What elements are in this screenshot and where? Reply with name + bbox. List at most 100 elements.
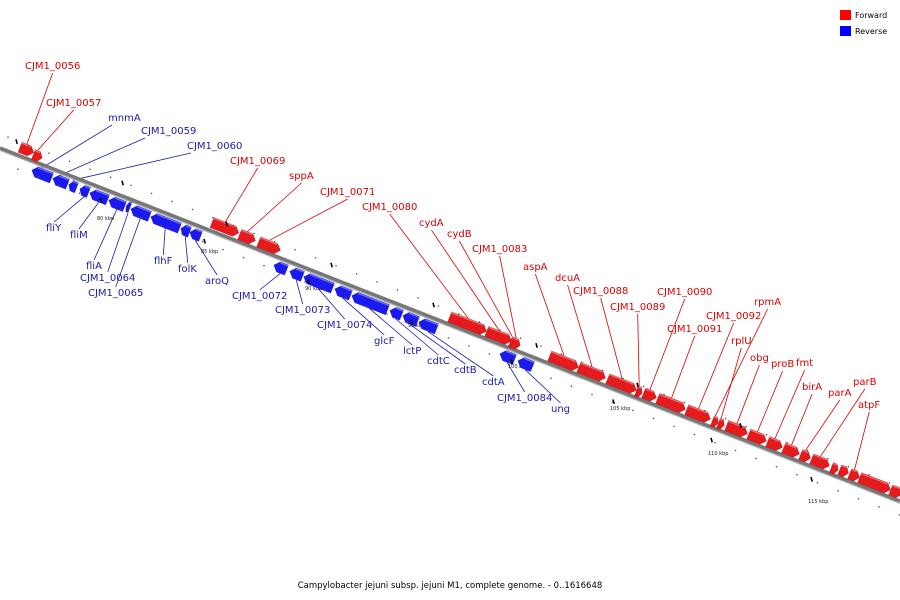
gene-arrow-CJM1_0059[interactable] (52, 174, 70, 190)
gene-arrow-mnmA[interactable] (31, 166, 54, 184)
gene-arrow-ung[interactable] (517, 357, 535, 372)
gene-arrow-CJM1_0057[interactable] (30, 149, 43, 163)
gene-arrow-CJM1_0065[interactable] (130, 205, 152, 222)
gene-arrow-obg[interactable] (724, 420, 748, 438)
gene-arrow-atpF-highlight (850, 468, 858, 473)
gene-arrow-dcuA[interactable] (576, 362, 606, 382)
gene-label-fliM[interactable]: fliM (70, 230, 88, 241)
gene-arrow-cydA[interactable] (484, 325, 512, 345)
gene-arrow-CJM1_0060[interactable] (68, 180, 79, 194)
gene-label-aspA[interactable]: aspA (523, 262, 548, 273)
gene-arrow-birA[interactable] (781, 442, 800, 458)
gene-label-CJM1_0072[interactable]: CJM1_0072 (232, 291, 287, 302)
gene-arrow-parB[interactable] (809, 453, 830, 470)
gene-arrow-forward-unlabeled[interactable] (828, 462, 839, 475)
gene-label-aroQ[interactable]: aroQ (205, 276, 229, 287)
gene-label-CJM1_0090[interactable]: CJM1_0090 (657, 287, 712, 298)
axis-minor-tick (652, 417, 655, 420)
axis-tick-label: 85 kbp (201, 249, 218, 255)
gene-arrow-forward-unlabeled[interactable] (857, 472, 891, 494)
gene-arrow-parA-highlight (801, 449, 809, 454)
gene-arrow-CJM1_0071[interactable] (256, 236, 281, 255)
gene-label-lctP[interactable]: lctP (403, 346, 421, 357)
gene-arrow-fliA[interactable] (108, 196, 127, 212)
gene-label-CJM1_0089[interactable]: CJM1_0089 (610, 302, 665, 313)
gene-label-obg[interactable]: obg (750, 353, 769, 364)
gene-label-flhF[interactable]: flhF (154, 256, 173, 267)
gene-arrow-CJM1_0074[interactable] (303, 273, 335, 294)
gene-label-CJM1_0069[interactable]: CJM1_0069 (230, 156, 285, 167)
gene-label-sppA[interactable]: sppA (289, 171, 314, 182)
gene-arrow-cdtC[interactable] (389, 306, 404, 321)
gene-label-parA[interactable]: parA (828, 388, 852, 399)
gene-arrow-CJM1_0090[interactable] (641, 387, 657, 402)
gene-arrow-CJM1_0089[interactable] (633, 385, 643, 398)
gene-arrow-obg-highlight (727, 420, 745, 429)
gene-label-cydA[interactable]: cydA (419, 218, 444, 229)
gene-arrow-cdtB[interactable] (402, 312, 420, 327)
gene-label-CJM1_0059[interactable]: CJM1_0059 (141, 126, 196, 137)
gene-label-fliY[interactable]: fliY (46, 223, 62, 234)
gene-arrow-CJM1_0056[interactable] (17, 141, 35, 157)
gene-arrow-proB[interactable] (746, 428, 767, 445)
gene-label-glcF[interactable]: glcF (374, 336, 395, 347)
gene-label-fmt[interactable]: fmt (796, 358, 813, 369)
gene-label-proB[interactable]: proB (771, 359, 794, 370)
gene-arrow-rpmA[interactable] (709, 415, 719, 428)
gene-arrow-atpF[interactable] (847, 468, 860, 482)
gene-label-atpF[interactable]: atpF (858, 400, 880, 411)
gene-label-CJM1_0084[interactable]: CJM1_0084 (497, 393, 552, 404)
gene-arrow-forward-unlabeled[interactable] (888, 484, 900, 499)
gene-arrow-folK[interactable] (180, 224, 192, 238)
gene-label-cydB[interactable]: cydB (447, 229, 472, 240)
gene-label-CJM1_0056[interactable]: CJM1_0056 (25, 61, 80, 72)
gene-label-dcuA[interactable]: dcuA (555, 273, 580, 284)
gene-label-CJM1_0065[interactable]: CJM1_0065 (88, 288, 143, 299)
gene-label-fliA[interactable]: fliA (86, 261, 102, 272)
gene-label-CJM1_0092[interactable]: CJM1_0092 (706, 311, 761, 322)
gene-arrow-fliM[interactable] (89, 189, 110, 206)
gene-label-CJM1_0057[interactable]: CJM1_0057 (46, 98, 101, 109)
axis-minor-tick (847, 466, 850, 468)
gene-arrow-forward-unlabeled[interactable] (837, 464, 849, 478)
gene-label-CJM1_0074[interactable]: CJM1_0074 (317, 320, 372, 331)
gene-arrow-rplU[interactable] (715, 417, 725, 431)
gene-arrow-CJM1_0072[interactable] (273, 261, 289, 276)
gene-arrow-CJM1_0088[interactable] (605, 373, 637, 394)
gene-arrow-CJM1_0073[interactable] (289, 267, 305, 282)
gene-label-mnmA[interactable]: mnmA (108, 113, 141, 124)
gene-label-cdtA[interactable]: cdtA (482, 377, 505, 388)
gene-label-folK[interactable]: folK (178, 264, 197, 275)
gene-label-parB[interactable]: parB (853, 377, 877, 388)
gene-arrow-CJM1_0069[interactable] (209, 217, 240, 237)
gene-label-CJM1_0091[interactable]: CJM1_0091 (667, 324, 722, 335)
gene-arrow-lctP[interactable] (351, 292, 390, 316)
gene-arrow-CJM1_0064[interactable] (125, 201, 133, 213)
gene-arrow-CJM1_0084[interactable] (499, 350, 517, 365)
gene-label-ung[interactable]: ung (551, 404, 570, 415)
axis-minor-tick (704, 409, 706, 412)
gene-label-cdtB[interactable]: cdtB (454, 365, 477, 376)
gene-label-CJM1_0064[interactable]: CJM1_0064 (80, 273, 135, 284)
gene-label-CJM1_0073[interactable]: CJM1_0073 (275, 305, 330, 316)
gene-label-CJM1_0080[interactable]: CJM1_0080 (362, 202, 417, 213)
gene-arrow-fliY[interactable] (79, 184, 91, 198)
gene-label-CJM1_0060[interactable]: CJM1_0060 (187, 141, 242, 152)
gene-arrow-CJM1_0080[interactable] (447, 311, 487, 335)
gene-arrow-cdtA[interactable] (418, 318, 439, 335)
gene-label-CJM1_0071[interactable]: CJM1_0071 (320, 187, 375, 198)
gene-label-CJM1_0088[interactable]: CJM1_0088 (573, 286, 628, 297)
gene-label-birA[interactable]: birA (802, 382, 822, 393)
gene-label-rpmA[interactable]: rpmA (754, 297, 781, 308)
gene-arrow-aroQ[interactable] (189, 228, 203, 242)
gene-arrow-fmt[interactable] (765, 436, 783, 451)
gene-label-cdtC[interactable]: cdtC (427, 356, 450, 367)
gene-arrow-sppA[interactable] (237, 229, 256, 245)
gene-label-rplU[interactable]: rplU (731, 336, 752, 347)
gene-label-CJM1_0083[interactable]: CJM1_0083 (472, 244, 527, 255)
gene-arrow-flhF[interactable] (150, 213, 182, 234)
gene-arrow-CJM1_0083[interactable] (509, 337, 521, 350)
gene-arrow-glcF[interactable] (334, 285, 353, 301)
gene-arrow-aspA[interactable] (547, 350, 579, 371)
gene-arrow-CJM1_0091[interactable] (655, 393, 686, 413)
